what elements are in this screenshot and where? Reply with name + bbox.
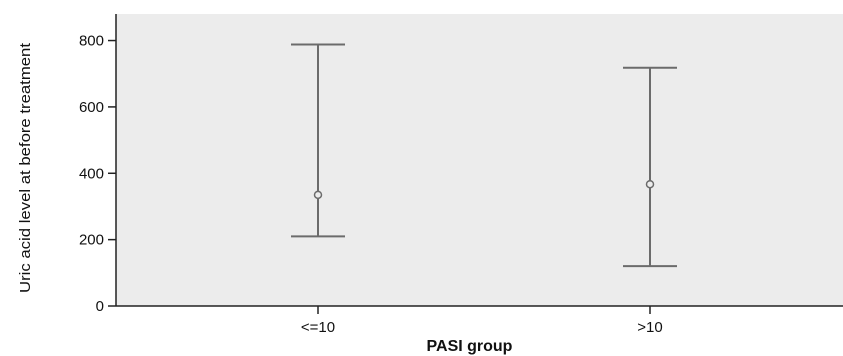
- plot-area: [116, 14, 843, 306]
- y-tick-label: 200: [79, 232, 104, 249]
- y-tick-label: 400: [79, 165, 104, 182]
- y-axis-ticks: 0 200 400 600 800: [79, 33, 116, 315]
- x-tick-label: <=10: [301, 319, 335, 336]
- y-tick-label: 600: [79, 99, 104, 116]
- error-bars: [291, 43, 677, 268]
- y-tick-label: 0: [96, 298, 104, 315]
- x-axis-ticks: <=10 >10: [301, 306, 663, 336]
- x-tick-label: >10: [637, 319, 662, 336]
- x-axis-title: PASI group: [427, 338, 513, 355]
- errorbar-mean-marker: [645, 179, 655, 189]
- y-tick-label: 800: [79, 33, 104, 50]
- y-axis-title: Uric acid level at before treatment: [17, 42, 34, 293]
- errorbar-mean-marker: [313, 190, 323, 200]
